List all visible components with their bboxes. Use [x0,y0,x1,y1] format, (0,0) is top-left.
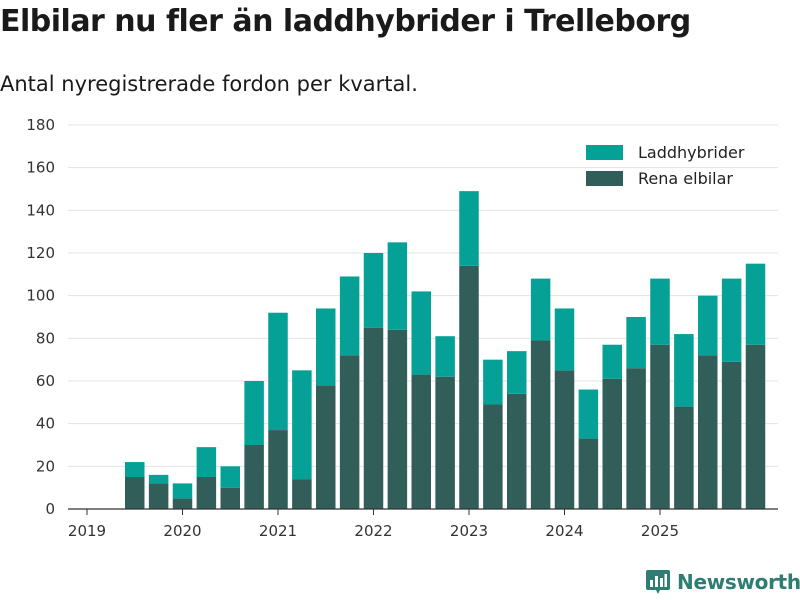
bar-rena-elbilar [698,355,718,509]
bar-rena-elbilar [602,378,622,509]
bar-laddhybrider [483,359,503,405]
bar-laddhybrider [172,483,193,499]
legend-swatch [586,171,623,186]
bar-laddhybrider [148,474,169,484]
x-tick-label: 2021 [259,522,297,540]
bar-rena-elbilar [316,385,336,509]
bar-rena-elbilar [172,498,193,509]
bar-rena-elbilar [292,479,312,509]
legend: Laddhybrider Rena elbilar [586,143,745,188]
bar-rena-elbilar [483,404,503,509]
bar-rena-elbilar [148,483,169,509]
y-tick-label: 40 [36,415,55,433]
bar-rena-elbilar [459,265,479,509]
bar-laddhybrider [698,295,718,356]
y-tick-label: 100 [26,287,55,305]
bar-rena-elbilar [530,340,551,509]
bar-laddhybrider [674,334,694,407]
bar-rena-elbilar [674,406,694,509]
bar-laddhybrider [721,278,742,362]
y-tick-label: 140 [26,201,55,219]
legend-label: Laddhybrider [638,143,745,162]
bar-rena-elbilar [435,376,455,509]
brand: Newsworthy [645,568,800,596]
bar-rena-elbilar [363,327,384,509]
bar-rena-elbilar [220,487,240,509]
bar-laddhybrider [292,370,312,480]
bar-laddhybrider [387,242,408,330]
bar-rena-elbilar [578,438,599,509]
y-tick-label: 20 [36,457,55,475]
bar-laddhybrider [363,253,384,328]
x-axis: 2019 2020 2021 2022 2023 2024 2025 [68,508,778,540]
bar-laddhybrider [578,389,599,439]
bar-rena-elbilar [626,368,646,509]
bar-rena-elbilar [268,430,288,509]
brand-name: Newsworthy [677,570,800,594]
bar-laddhybrider [530,278,551,341]
y-tick-label: 60 [36,372,55,390]
bar-laddhybrider [602,344,622,379]
bar-laddhybrider [411,291,431,375]
bar-rena-elbilar [339,355,360,509]
bar-laddhybrider [745,263,766,345]
bar-laddhybrider [316,308,336,386]
bar-rena-elbilar [650,344,670,509]
chart-title: Elbilar nu fler än laddhybrider i Trelle… [0,4,691,39]
legend-swatch [586,145,623,160]
bar-laddhybrider [554,308,575,371]
bar-rena-elbilar [244,445,264,509]
y-tick-label: 80 [36,329,55,347]
bar-rena-elbilar [721,361,742,509]
chart-subtitle: Antal nyregistrerade fordon per kvartal. [0,72,418,96]
bar-rena-elbilar [387,329,408,509]
bar-laddhybrider [244,381,264,445]
bar-laddhybrider [220,466,240,488]
bar-laddhybrider [650,278,670,345]
y-axis: 0 20 40 60 80 100 120 140 160 180 [26,116,55,518]
y-tick-label: 0 [45,500,55,518]
legend-label: Rena elbilar [638,169,733,188]
bar-rena-elbilar [196,477,217,509]
bar-laddhybrider [339,276,360,356]
bar-rena-elbilar [411,374,431,509]
y-tick-label: 160 [26,159,55,177]
x-tick-label: 2022 [354,522,392,540]
bar-laddhybrider [125,462,145,477]
x-tick-label: 2024 [545,522,583,540]
newsworthy-logo-icon [646,570,670,594]
y-tick-label: 180 [26,116,55,134]
bars [125,191,766,509]
bar-rena-elbilar [745,344,766,509]
x-tick-label: 2019 [68,522,106,540]
bar-laddhybrider [268,312,288,431]
bar-laddhybrider [435,336,455,377]
bar-laddhybrider [459,191,479,266]
bar-laddhybrider [626,317,646,369]
bar-laddhybrider [196,447,217,477]
x-tick-label: 2023 [450,522,488,540]
x-tick-label: 2025 [641,522,679,540]
bar-rena-elbilar [554,370,575,509]
bar-rena-elbilar [125,477,145,509]
bar-laddhybrider [507,351,527,394]
bar-rena-elbilar [507,393,527,509]
y-tick-label: 120 [26,244,55,262]
x-tick-label: 2020 [163,522,201,540]
